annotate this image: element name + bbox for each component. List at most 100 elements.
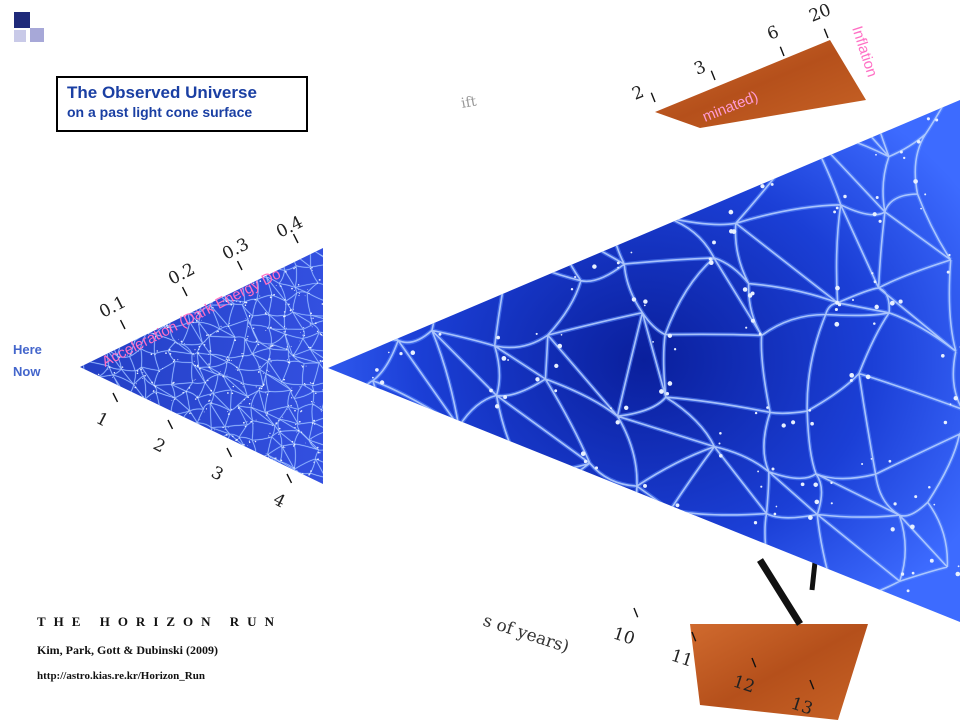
galaxy-dot: [80, 357, 81, 359]
galaxy-dot: [339, 148, 344, 153]
galaxy-dot: [222, 426, 224, 429]
galaxy-dot: [89, 267, 91, 269]
galaxy-dot: [319, 360, 322, 362]
tick-label: 11: [668, 646, 695, 672]
galaxy-dot: [281, 472, 283, 475]
galaxy-dot: [174, 239, 175, 240]
galaxy-dot: [116, 251, 118, 253]
galaxy-dot: [195, 320, 198, 322]
galaxy-dot: [142, 304, 144, 306]
galaxy-dot: [70, 305, 71, 306]
galaxy-dot: [255, 479, 257, 480]
galaxy-dot: [329, 377, 331, 379]
galaxy-dot: [326, 359, 328, 361]
galaxy-dot: [202, 282, 204, 284]
galaxy-dot: [154, 415, 156, 417]
galaxy-dot: [131, 473, 133, 475]
galaxy-dot: [322, 390, 323, 393]
galaxy-dot: [148, 333, 150, 335]
galaxy-dot: [150, 282, 152, 284]
galaxy-dot: [214, 290, 215, 291]
galaxy-dot: [499, 527, 503, 530]
galaxy-dot: [129, 289, 131, 291]
galaxy-dot: [127, 284, 129, 286]
galaxy-dot: [81, 236, 83, 238]
galaxy-dot: [226, 359, 229, 361]
galaxy-dot: [262, 383, 265, 386]
galaxy-dot: [592, 264, 597, 269]
galaxy-dot: [89, 324, 91, 326]
galaxy-dot: [830, 502, 833, 505]
galaxy-dot: [247, 396, 249, 399]
galaxy-dot: [95, 374, 97, 376]
galaxy-dot: [329, 287, 331, 289]
galaxy-dot: [316, 233, 317, 234]
galaxy-dot: [237, 369, 239, 371]
galaxy-dot: [126, 354, 128, 356]
galaxy-dot: [265, 479, 267, 481]
galaxy-dot: [103, 407, 105, 409]
galaxy-dot: [184, 343, 185, 345]
galaxy-dot: [163, 419, 165, 421]
galaxy-dot: [131, 288, 133, 290]
galaxy-dot: [214, 445, 217, 448]
galaxy-dot: [269, 296, 272, 299]
galaxy-dot: [286, 359, 288, 361]
galaxy-dot: [398, 65, 401, 68]
galaxy-dot: [235, 261, 237, 262]
galaxy-dot: [257, 238, 258, 239]
galaxy-dot: [265, 245, 266, 246]
galaxy-dot: [226, 269, 229, 272]
galaxy-dot: [90, 265, 92, 267]
galaxy-dot: [131, 440, 132, 442]
galaxy-dot: [187, 441, 189, 443]
galaxy-dot: [103, 278, 105, 280]
galaxy-dot: [289, 389, 291, 390]
galaxy-dot: [847, 614, 852, 619]
galaxy-dot: [90, 475, 91, 477]
galaxy-dot: [305, 365, 307, 367]
galaxy-dot: [224, 273, 226, 275]
galaxy-dot: [311, 326, 313, 328]
galaxy-dot: [873, 322, 876, 325]
galaxy-dot: [142, 372, 144, 374]
galaxy-dot: [281, 266, 283, 269]
tick-mark: [809, 679, 815, 690]
galaxy-dot: [183, 441, 185, 443]
galaxy-dot: [128, 324, 129, 325]
galaxy-dot: [196, 396, 199, 399]
cone-edge-line: [757, 558, 803, 626]
galaxy-dot: [207, 280, 209, 282]
galaxy-dot: [158, 263, 159, 264]
galaxy-dot: [118, 396, 121, 399]
galaxy-dot: [92, 329, 94, 331]
galaxy-dot: [173, 463, 176, 466]
galaxy-dot: [138, 351, 139, 352]
galaxy-dot: [351, 401, 356, 406]
galaxy-dot: [284, 331, 286, 333]
galaxy-dot: [890, 527, 895, 532]
galaxy-dot: [193, 355, 195, 357]
galaxy-dot: [242, 353, 244, 355]
galaxy-dot: [399, 351, 403, 356]
galaxy-dot: [71, 275, 72, 276]
galaxy-dot: [655, 501, 658, 505]
galaxy-dot: [87, 469, 89, 471]
galaxy-dot: [226, 356, 229, 358]
galaxy-dot: [108, 336, 110, 338]
galaxy-dot: [252, 353, 254, 355]
galaxy-dot: [71, 416, 72, 417]
galaxy-dot: [247, 335, 249, 337]
galaxy-dot: [331, 319, 332, 320]
galaxy-dot: [362, 583, 367, 588]
galaxy-dot: [324, 242, 325, 243]
galaxy-dot: [139, 329, 141, 331]
galaxy-dot: [197, 312, 200, 314]
galaxy-dot: [265, 453, 267, 454]
galaxy-dot: [194, 349, 196, 351]
galaxy-dot: [425, 558, 428, 561]
galaxy-dot: [142, 346, 144, 349]
galaxy-dot: [283, 311, 286, 313]
galaxy-dot: [102, 430, 104, 432]
galaxy-dot: [120, 366, 121, 367]
